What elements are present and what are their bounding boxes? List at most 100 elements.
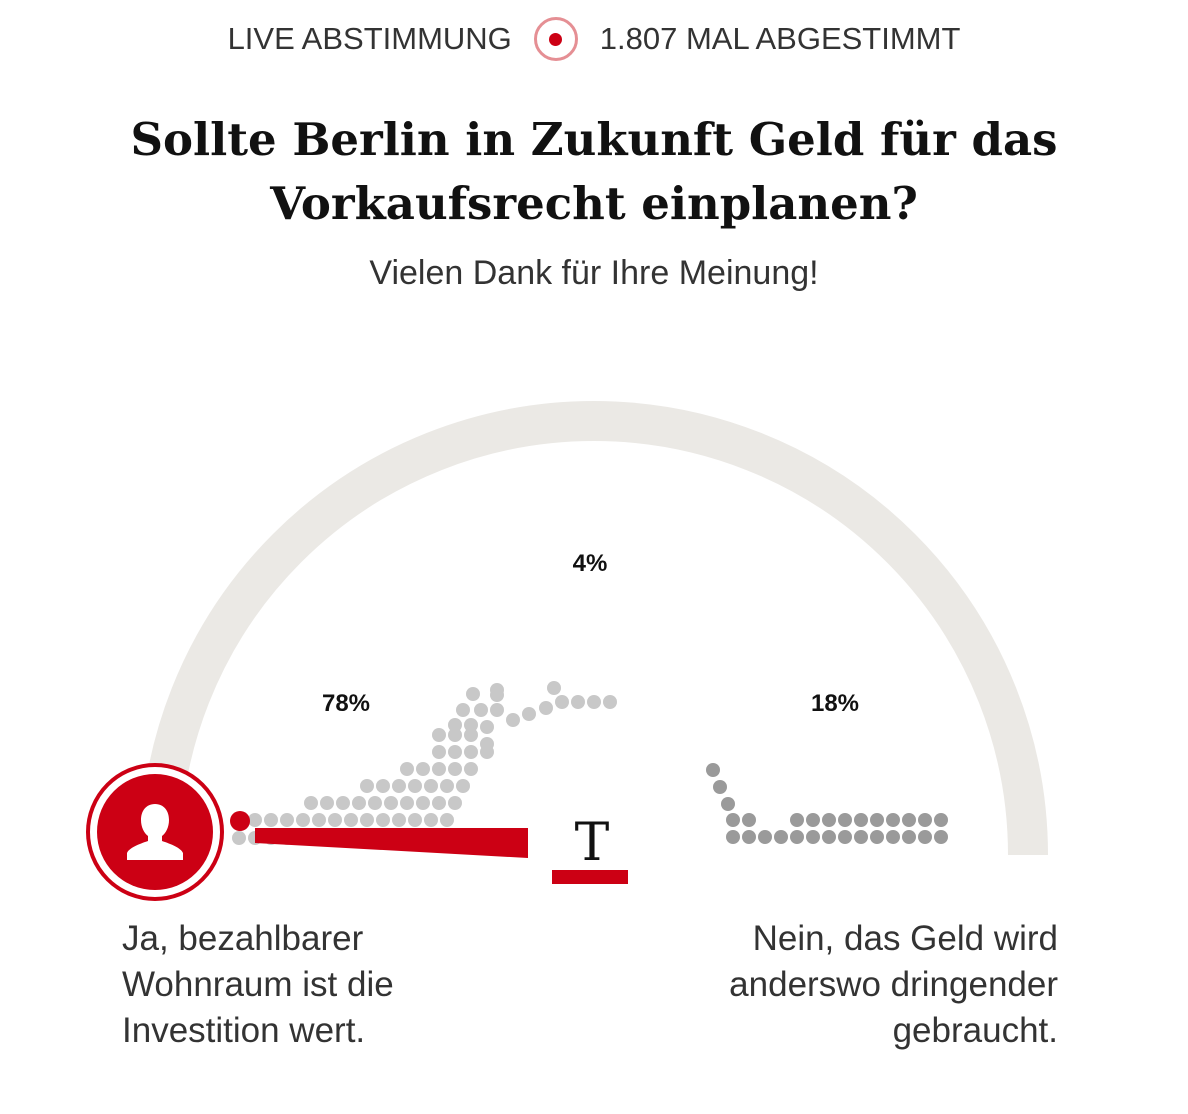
no-voter-dot xyxy=(726,830,740,844)
no-voter-dot xyxy=(822,830,836,844)
yes-voter-dot xyxy=(555,695,569,709)
yes-percentage: 78% xyxy=(321,690,371,717)
gauge-track xyxy=(140,401,1048,856)
yes-voter-dots xyxy=(232,681,617,845)
thank-you-message: Vielen Dank für Ihre Meinung! xyxy=(369,254,819,292)
yes-voter-dot xyxy=(360,779,374,793)
no-voter-dot xyxy=(721,797,735,811)
yes-voter-dot xyxy=(448,762,462,776)
live-record-icon xyxy=(533,17,578,61)
yes-voter-dot xyxy=(539,701,553,715)
yes-voter-dot xyxy=(547,681,561,695)
logo-letter: T xyxy=(575,813,610,873)
no-voter-dot xyxy=(934,813,948,827)
yes-voter-dot xyxy=(352,796,366,810)
needle-hub xyxy=(230,811,250,831)
no-voter-dot xyxy=(902,813,916,827)
yes-voter-dot xyxy=(448,728,462,742)
yes-voter-dot xyxy=(480,720,494,734)
your-vote-badge xyxy=(86,763,224,901)
yes-voter-dot xyxy=(312,813,326,827)
yes-voter-dot xyxy=(603,695,617,709)
yes-voter-dot xyxy=(264,813,278,827)
yes-voter-dot xyxy=(587,695,601,709)
user-silhouette-icon xyxy=(97,774,213,890)
no-voter-dot xyxy=(774,830,788,844)
yes-voter-dot xyxy=(432,728,446,742)
yes-voter-dot xyxy=(376,779,390,793)
no-voter-dot xyxy=(838,813,852,827)
no-voter-dot xyxy=(918,813,932,827)
yes-voter-dot xyxy=(456,779,470,793)
yes-voter-dot xyxy=(408,779,422,793)
yes-voter-dot xyxy=(416,762,430,776)
yes-voter-dot xyxy=(304,796,318,810)
yes-voter-dot xyxy=(424,813,438,827)
yes-voter-dot xyxy=(432,762,446,776)
no-voter-dot xyxy=(934,830,948,844)
yes-voter-dot xyxy=(320,796,334,810)
no-voter-dot xyxy=(790,813,804,827)
no-voter-dots xyxy=(706,763,948,844)
yes-voter-dot xyxy=(328,813,342,827)
yes-voter-dot xyxy=(448,718,462,732)
yes-voter-dot xyxy=(464,718,478,732)
yes-voter-dot xyxy=(392,813,406,827)
logo-bar xyxy=(552,870,628,884)
no-voter-dot xyxy=(886,830,900,844)
no-voter-dot xyxy=(806,813,820,827)
yes-voter-dot xyxy=(376,813,390,827)
no-voter-dot xyxy=(742,830,756,844)
no-percentage: 18% xyxy=(810,690,860,717)
yes-voter-dot xyxy=(474,703,488,717)
neutral-percentage: 4% xyxy=(572,550,608,577)
yes-voter-dot xyxy=(336,796,350,810)
yes-voter-dot xyxy=(571,695,585,709)
yes-voter-dot xyxy=(432,745,446,759)
no-answer-label: Nein, das Geld wird anderswo dringender … xyxy=(729,919,1058,1050)
yes-voter-dot xyxy=(232,831,246,845)
yes-voter-dot xyxy=(424,779,438,793)
no-voter-dot xyxy=(742,813,756,827)
yes-voter-dot xyxy=(440,813,454,827)
yes-voter-dot xyxy=(466,687,480,701)
yes-voter-dot xyxy=(456,703,470,717)
yes-voter-dot xyxy=(368,796,382,810)
no-voter-dot xyxy=(886,813,900,827)
yes-voter-dot xyxy=(490,688,504,702)
no-voter-dot xyxy=(806,830,820,844)
yes-voter-dot xyxy=(280,813,294,827)
yes-voter-dot xyxy=(432,796,446,810)
yes-voter-dot xyxy=(480,737,494,751)
yes-voter-dot xyxy=(416,796,430,810)
yes-voter-dot xyxy=(400,762,414,776)
no-voter-dot xyxy=(870,813,884,827)
no-voter-dot xyxy=(706,763,720,777)
yes-answer-label: Ja, bezahlbarer Wohnraum ist die Investi… xyxy=(122,919,394,1050)
yes-voter-dot xyxy=(344,813,358,827)
no-voter-dot xyxy=(918,830,932,844)
no-voter-dot xyxy=(758,830,772,844)
live-label: LIVE ABSTIMMUNG xyxy=(227,21,512,56)
yes-voter-dot xyxy=(296,813,310,827)
poll-question: Sollte Berlin in Zukunft Geld für das Vo… xyxy=(130,113,1058,230)
no-voter-dot xyxy=(870,830,884,844)
no-voter-dot xyxy=(838,830,852,844)
vote-count: 1.807 MAL ABGESTIMMT xyxy=(599,21,961,56)
no-voter-dot xyxy=(822,813,836,827)
yes-voter-dot xyxy=(464,745,478,759)
yes-voter-dot xyxy=(400,796,414,810)
yes-voter-dot xyxy=(522,707,536,721)
yes-voter-dot xyxy=(448,796,462,810)
yes-voter-dot xyxy=(408,813,422,827)
no-voter-dot xyxy=(854,830,868,844)
yes-voter-dot xyxy=(506,713,520,727)
yes-voter-dot xyxy=(392,779,406,793)
yes-voter-dot xyxy=(448,745,462,759)
yes-voter-dot xyxy=(360,813,374,827)
no-voter-dot xyxy=(790,830,804,844)
gauge-needle xyxy=(255,828,528,858)
no-voter-dot xyxy=(902,830,916,844)
no-voter-dot xyxy=(726,813,740,827)
